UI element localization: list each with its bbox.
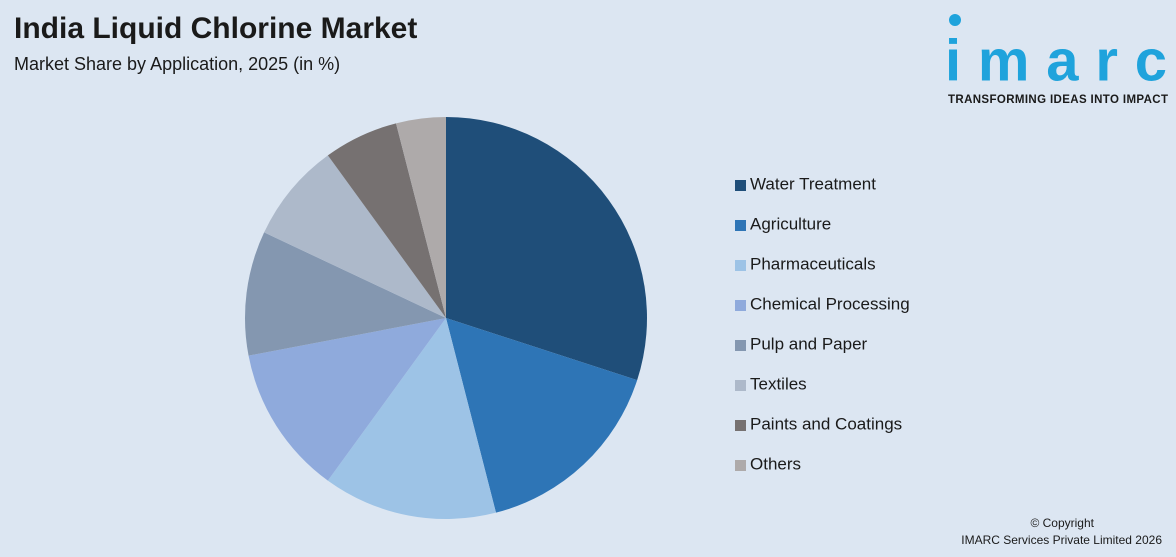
logo-tagline: TRANSFORMING IDEAS INTO IMPACT [948,94,1168,106]
legend-label: Chemical Processing [750,294,910,313]
pie-slice [264,155,446,318]
legend-swatch [735,460,746,471]
legend-label: Paints and Coatings [750,414,902,433]
legend-label: Textiles [750,374,807,393]
pie-slice [446,318,638,513]
pie-slice [248,318,446,481]
legend-label: Others [750,454,801,473]
copyright: © Copyright [1030,516,1094,530]
pie-slice [327,318,496,519]
legend-swatch [735,180,746,191]
legend-label: Pharmaceuticals [750,254,876,273]
company: IMARC Services Private Limited 2026 [961,533,1162,547]
pie-slice [327,123,446,318]
legend-label: Agriculture [750,214,831,233]
legend-swatch [735,220,746,231]
pie-slice [446,117,647,381]
legend-label: Water Treatment [750,174,876,193]
logo-dot [949,14,961,26]
legend-swatch [735,300,746,311]
legend-swatch [735,420,746,431]
chart-title: India Liquid Chlorine Market [14,12,417,45]
legend-swatch [735,340,746,351]
legend-swatch [735,260,746,271]
pie-slice [245,232,446,356]
legend-label: Pulp and Paper [750,334,868,353]
chart-subtitle: Market Share by Application, 2025 (in %) [14,54,340,74]
pie-slice [396,117,446,318]
legend-swatch [735,380,746,391]
